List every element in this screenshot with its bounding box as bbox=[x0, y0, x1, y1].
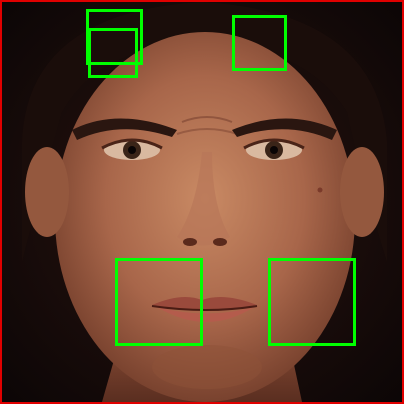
forehead-wrinkle bbox=[181, 116, 233, 123]
chin bbox=[152, 345, 262, 389]
annotation-box bbox=[115, 258, 203, 346]
left-ear bbox=[25, 147, 69, 237]
right-eyebrow bbox=[232, 118, 337, 140]
mouth-line bbox=[151, 305, 258, 311]
cheek-mark bbox=[317, 187, 323, 193]
left-nostril bbox=[183, 238, 197, 246]
upper-lip bbox=[152, 296, 257, 310]
left-eyebrow bbox=[72, 118, 177, 140]
left-pupil bbox=[128, 146, 136, 154]
annotation-box bbox=[232, 15, 287, 71]
right-nostril bbox=[213, 238, 227, 246]
right-ear bbox=[340, 147, 384, 237]
annotation-box bbox=[268, 258, 356, 346]
forehead-wrinkle bbox=[176, 128, 238, 135]
annotation-box bbox=[86, 9, 143, 65]
right-pupil bbox=[270, 146, 278, 154]
right-eyelid bbox=[243, 138, 305, 150]
left-eyelid bbox=[101, 138, 163, 150]
annotation-box bbox=[88, 28, 138, 78]
lower-lip bbox=[157, 307, 254, 322]
nose bbox=[177, 152, 230, 246]
